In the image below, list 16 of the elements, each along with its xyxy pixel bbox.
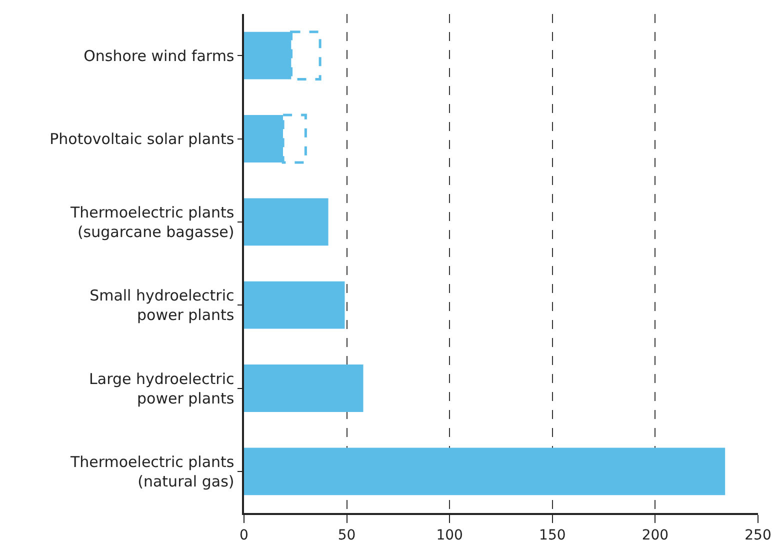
x-tick-label: 250	[744, 528, 772, 544]
x-tick-label: 100	[436, 528, 463, 544]
x-tick-label: 50	[338, 528, 356, 544]
bar	[244, 281, 345, 329]
y-tick-label: Thermoelectric plants (sugarcane bagasse)	[69, 203, 234, 241]
y-tick-label: Large hydroelectric power plants	[89, 370, 234, 408]
bar	[244, 198, 328, 246]
y-tick-label: Photovoltaic solar plants	[50, 130, 234, 148]
x-tick-label: 200	[642, 528, 669, 544]
bar	[244, 364, 364, 412]
y-tick-label: Thermoelectric plants (natural gas)	[69, 452, 234, 490]
y-tick-label: Small hydroelectric power plants	[90, 286, 234, 324]
bar	[244, 448, 726, 496]
x-tick-label: 150	[539, 528, 566, 544]
x-tick-label: 0	[240, 528, 248, 544]
y-tick-label: Onshore wind farms	[84, 46, 234, 65]
